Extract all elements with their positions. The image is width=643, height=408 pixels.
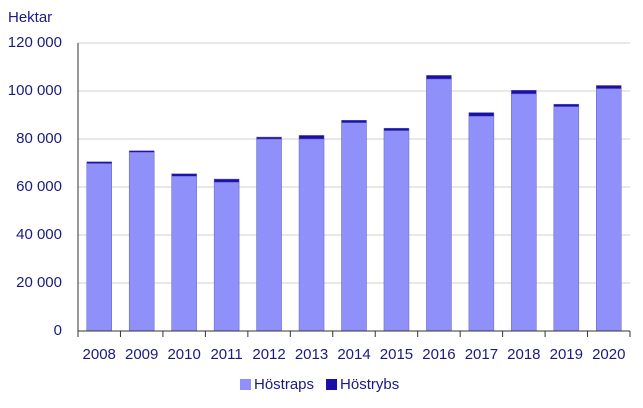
bar-segment [426,78,452,332]
bar-segment [256,138,282,332]
x-tick-label: 2015 [380,346,413,363]
y-axis-label: Hektar [8,9,52,26]
x-tick-label: 2018 [507,346,540,363]
x-tick-label: 2020 [592,346,625,363]
bar-segment [171,175,197,332]
x-tick-label: 2019 [550,346,583,363]
x-tick-label: 2014 [337,346,370,363]
y-tick-label: 0 [54,322,62,339]
bar-segment [511,93,537,332]
bar-segment [383,127,410,131]
bar-segment [596,85,622,89]
bar-segment [553,106,580,332]
bar-segment [213,181,240,332]
x-tick-label: 2010 [167,346,200,363]
bar-segment [596,88,622,332]
x-tick-label: 2013 [295,346,328,363]
bar-segment [426,75,452,80]
y-tick-label: 40 000 [16,226,62,243]
bar-segment [298,135,325,140]
y-tick-label: 100 000 [8,82,62,99]
bar-segment [468,112,495,117]
legend-swatch [240,379,251,390]
bar-segment [128,151,155,332]
bar-segment [383,130,410,332]
bar-segment [341,120,367,123]
bar-segment [128,150,155,153]
y-tick-label: 80 000 [16,130,62,147]
x-tick-label: 2008 [83,346,116,363]
y-tick-label: 60 000 [16,178,62,195]
y-tick-label: 120 000 [8,34,62,51]
bar-segment [213,178,240,183]
bar-segment [511,90,537,95]
bar-segment [171,173,197,177]
x-tick-label: 2016 [422,346,455,363]
bar-segment [86,161,112,164]
x-tick-label: 2009 [125,346,158,363]
legend-label: Höstrybs [340,376,399,393]
bar-segment [298,138,325,332]
bar-segment [553,103,580,107]
y-tick-label: 20 000 [16,274,62,291]
bar-segment [341,122,367,332]
legend-swatch [326,379,338,390]
x-tick-label: 2011 [210,346,242,363]
x-tick-label: 2017 [465,346,498,363]
bar-segment [256,136,282,140]
bar-segment [468,115,495,332]
bar-segment [86,163,112,332]
x-tick-label: 2012 [252,346,285,363]
legend-label: Höstraps [254,376,314,393]
